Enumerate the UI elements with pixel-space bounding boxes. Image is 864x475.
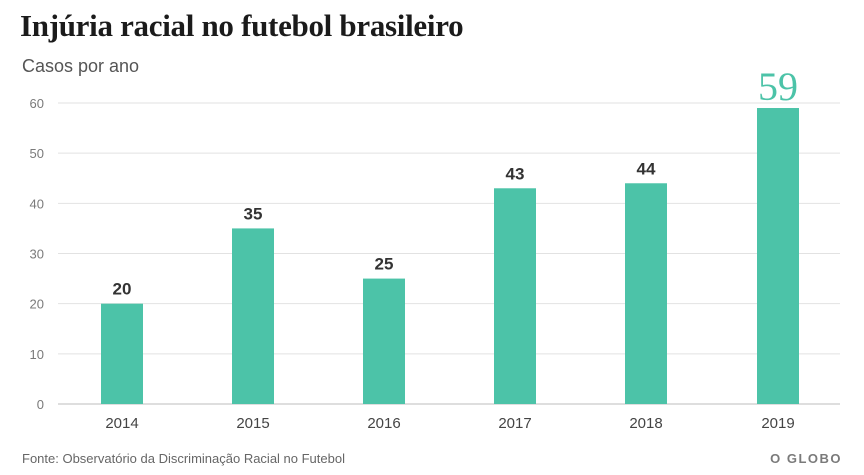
- x-tick-label: 2015: [236, 415, 269, 432]
- y-tick-label: 0: [37, 397, 44, 412]
- bar: [363, 278, 405, 404]
- data-label: 25: [375, 255, 394, 274]
- chart-title: Injúria racial no futebol brasileiro: [20, 8, 464, 43]
- data-label: 44: [637, 159, 656, 178]
- y-tick-label: 10: [30, 347, 44, 362]
- x-tick-label: 2016: [367, 415, 400, 432]
- bar: [757, 108, 799, 405]
- x-tick-label: 2018: [629, 415, 662, 432]
- bar: [625, 183, 667, 404]
- x-tick-label: 2017: [498, 415, 531, 432]
- data-label: 20: [113, 280, 132, 299]
- y-tick-label: 20: [30, 297, 44, 312]
- source-note: Fonte: Observatório da Discriminação Rac…: [22, 451, 345, 466]
- bar: [101, 303, 143, 404]
- data-label: 59: [758, 64, 798, 109]
- bar-chart: 0 10 20 30 40 50 60 20 2014 35 2015 25 2016 43 2017 44 2…: [30, 64, 840, 432]
- chart-subtitle: Casos por ano: [22, 56, 140, 76]
- y-tick-label: 50: [30, 146, 44, 161]
- y-tick-label: 40: [30, 196, 44, 211]
- data-label: 43: [506, 164, 525, 183]
- data-label: 35: [244, 204, 263, 223]
- bar: [494, 188, 536, 404]
- publisher-logo: O GLOBO: [770, 451, 842, 466]
- x-tick-label: 2014: [105, 415, 138, 432]
- bar: [232, 228, 274, 404]
- y-tick-label: 60: [30, 96, 44, 111]
- y-tick-label: 30: [30, 247, 44, 262]
- x-tick-label: 2019: [761, 415, 794, 432]
